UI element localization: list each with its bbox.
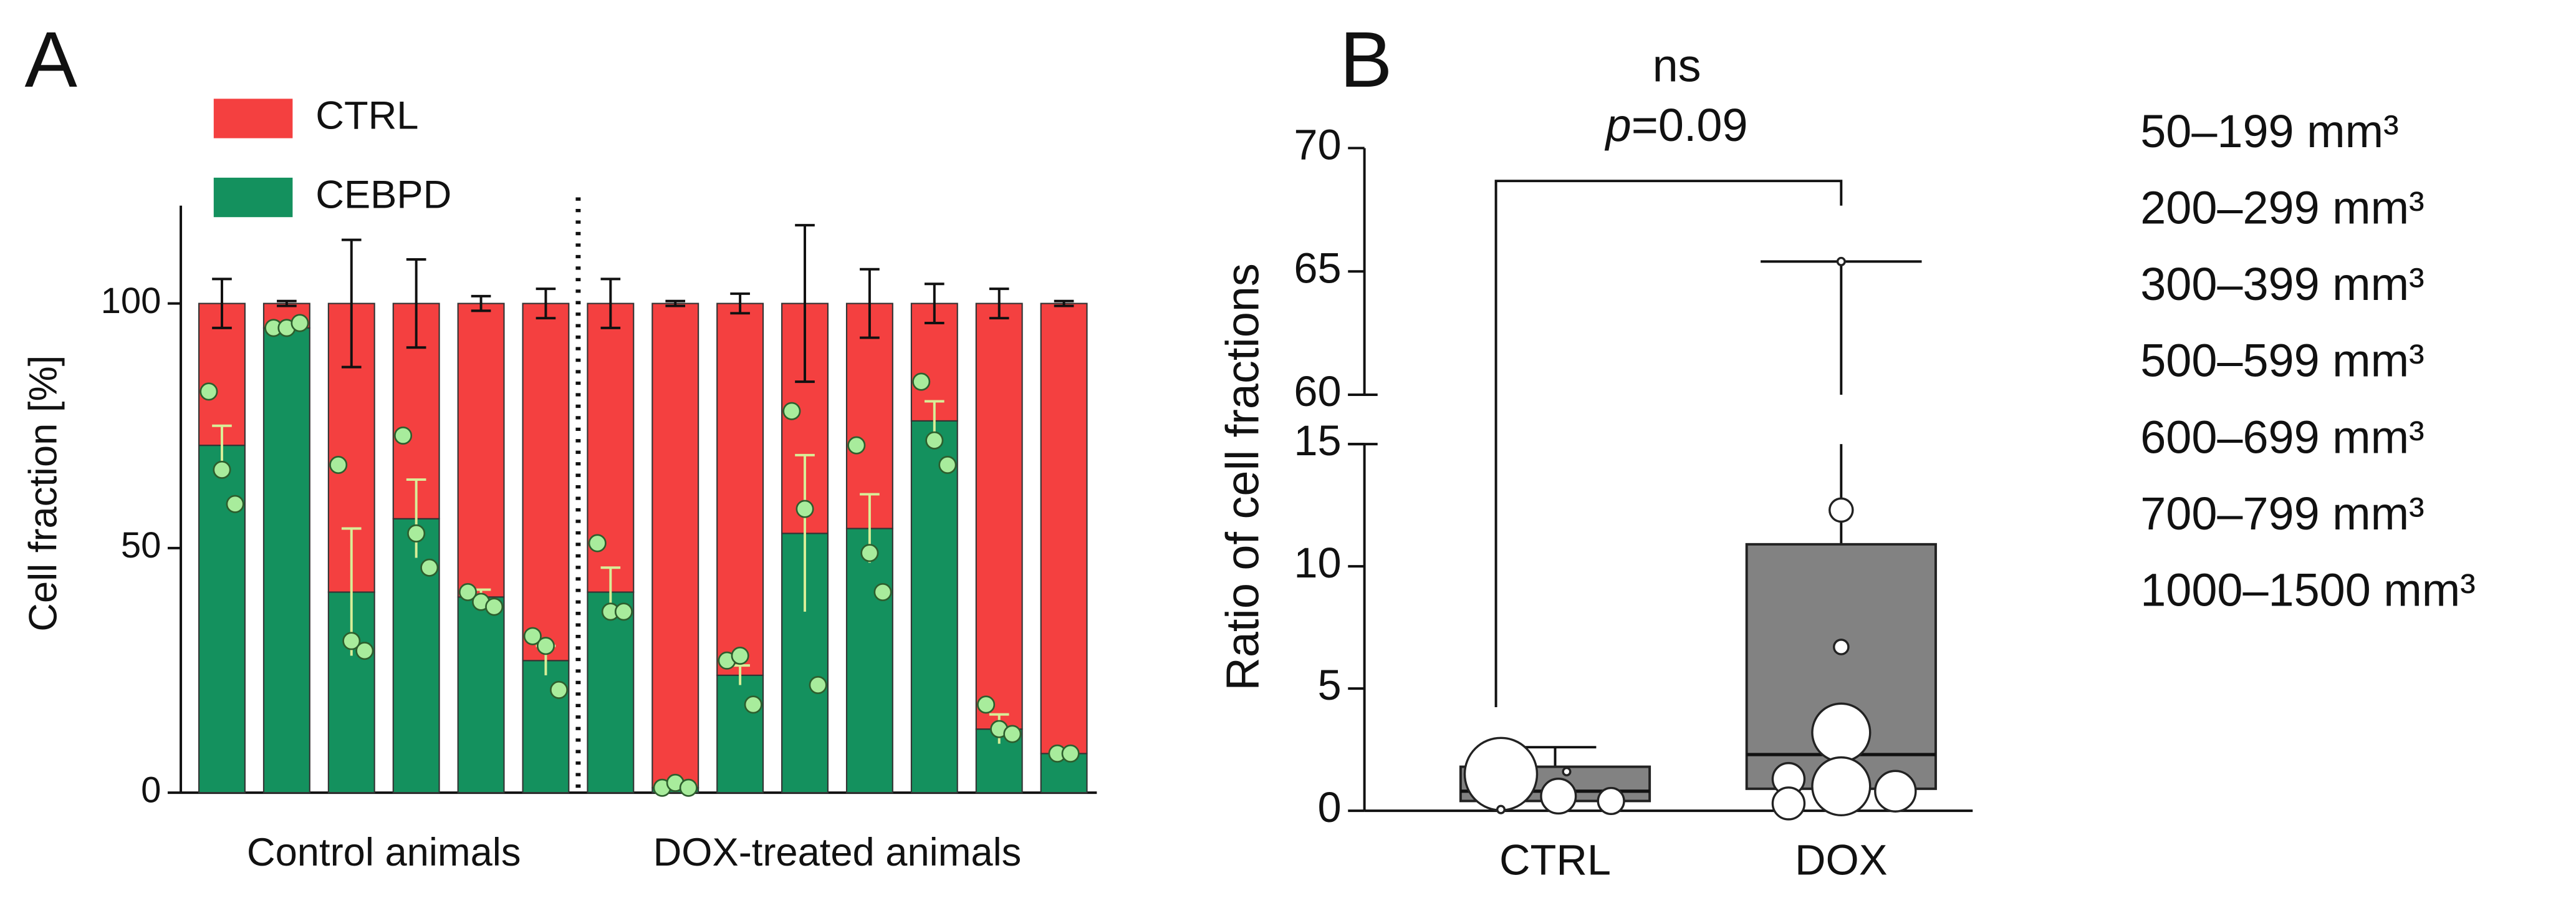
y-tick-label: 5: [1318, 661, 1342, 709]
legend-swatch: [213, 99, 293, 138]
significance-bracket: [1494, 180, 1843, 707]
data-point: [912, 372, 931, 391]
data-point: [1061, 744, 1080, 763]
y-tick-label: 100: [101, 281, 161, 321]
bar-segment: [522, 302, 570, 662]
data-point: [588, 534, 607, 553]
data-point: [809, 676, 827, 695]
bubble: [1832, 639, 1850, 655]
bubble: [1597, 786, 1625, 816]
data-point: [536, 637, 555, 655]
p-value: p=0.09: [1605, 99, 1748, 150]
bar-segment: [522, 660, 570, 794]
size-legend-label: 300–399 mm³: [2140, 258, 2425, 310]
data-point: [860, 544, 879, 562]
y-tick-label: 60: [1294, 367, 1341, 415]
size-legend-label: 1000–1500 mm³: [2140, 564, 2476, 616]
bubble: [1811, 702, 1872, 763]
data-point: [782, 402, 801, 420]
data-point: [925, 431, 944, 450]
legend-swatch: [213, 177, 293, 218]
bubble: [1540, 778, 1577, 815]
data-point: [977, 695, 996, 714]
data-point: [523, 627, 542, 645]
bar-segment: [1040, 753, 1088, 794]
data-point: [873, 582, 892, 601]
bar-segment: [457, 302, 505, 598]
size-legend-label: 500–599 mm³: [2140, 335, 2425, 387]
size-legend-label: 700–799 mm³: [2140, 488, 2425, 539]
y-axis-title: Cell fraction [%]: [22, 355, 65, 632]
legend-label: CEBPD: [315, 173, 451, 216]
data-point: [291, 314, 309, 332]
bar-segment: [716, 674, 764, 794]
data-point: [550, 680, 569, 699]
bubble: [1562, 766, 1572, 776]
group-label: Control animals: [247, 831, 521, 874]
data-point: [420, 558, 439, 577]
data-point: [614, 602, 633, 621]
bar-segment: [262, 327, 310, 794]
bubble: [1874, 770, 1917, 813]
panel-label: B: [1340, 15, 1392, 104]
bubble: [1829, 497, 1854, 523]
data-point: [744, 695, 762, 714]
bubble: [1496, 804, 1506, 814]
data-point: [342, 632, 361, 650]
y-tick-label: 70: [1294, 121, 1341, 169]
bar-segment: [910, 420, 958, 794]
data-point: [226, 495, 244, 513]
bubble: [1771, 786, 1806, 821]
bar-segment: [651, 302, 699, 789]
bar-segment: [457, 596, 505, 794]
bubble: [1811, 756, 1872, 817]
bubble: [1463, 736, 1539, 812]
bar-segment: [845, 528, 893, 794]
legend-label: CTRL: [315, 94, 418, 138]
size-legend-label: 200–299 mm³: [2140, 181, 2425, 233]
data-point: [329, 456, 348, 475]
size-legend-label: 50–199 mm³: [2140, 105, 2398, 157]
data-point: [458, 582, 477, 601]
panel-label: A: [25, 15, 78, 104]
bubble: [1836, 256, 1846, 266]
y-tick-label: 10: [1294, 539, 1341, 587]
significance-label: ns: [1653, 39, 1701, 91]
size-legend-label: 600–699 mm³: [2140, 411, 2425, 463]
data-point: [847, 436, 866, 455]
bar-segment: [975, 302, 1023, 730]
data-point: [394, 426, 413, 445]
data-point: [407, 524, 426, 543]
x-tick-label: CTRL: [1499, 836, 1611, 884]
data-point: [679, 778, 698, 797]
data-point: [355, 642, 374, 660]
data-point: [485, 597, 504, 616]
y-axis-title: Ratio of cell fractions: [1216, 263, 1268, 690]
data-point: [199, 382, 218, 401]
bar-segment: [587, 591, 635, 794]
group-label: DOX-treated animals: [653, 831, 1022, 874]
data-point: [795, 500, 814, 518]
bar-segment: [845, 302, 893, 529]
data-point: [938, 456, 957, 475]
bar-segment: [716, 302, 764, 676]
y-tick-label: 65: [1294, 244, 1341, 292]
bar-segment: [1040, 302, 1088, 755]
y-tick-label: 0: [1318, 783, 1342, 831]
data-point: [213, 460, 231, 479]
data-point: [731, 646, 749, 665]
x-tick-label: DOX: [1795, 836, 1888, 884]
y-tick-label: 50: [121, 525, 161, 566]
y-tick-label: 0: [141, 770, 161, 810]
data-point: [1003, 725, 1022, 743]
y-tick-label: 15: [1294, 417, 1341, 465]
